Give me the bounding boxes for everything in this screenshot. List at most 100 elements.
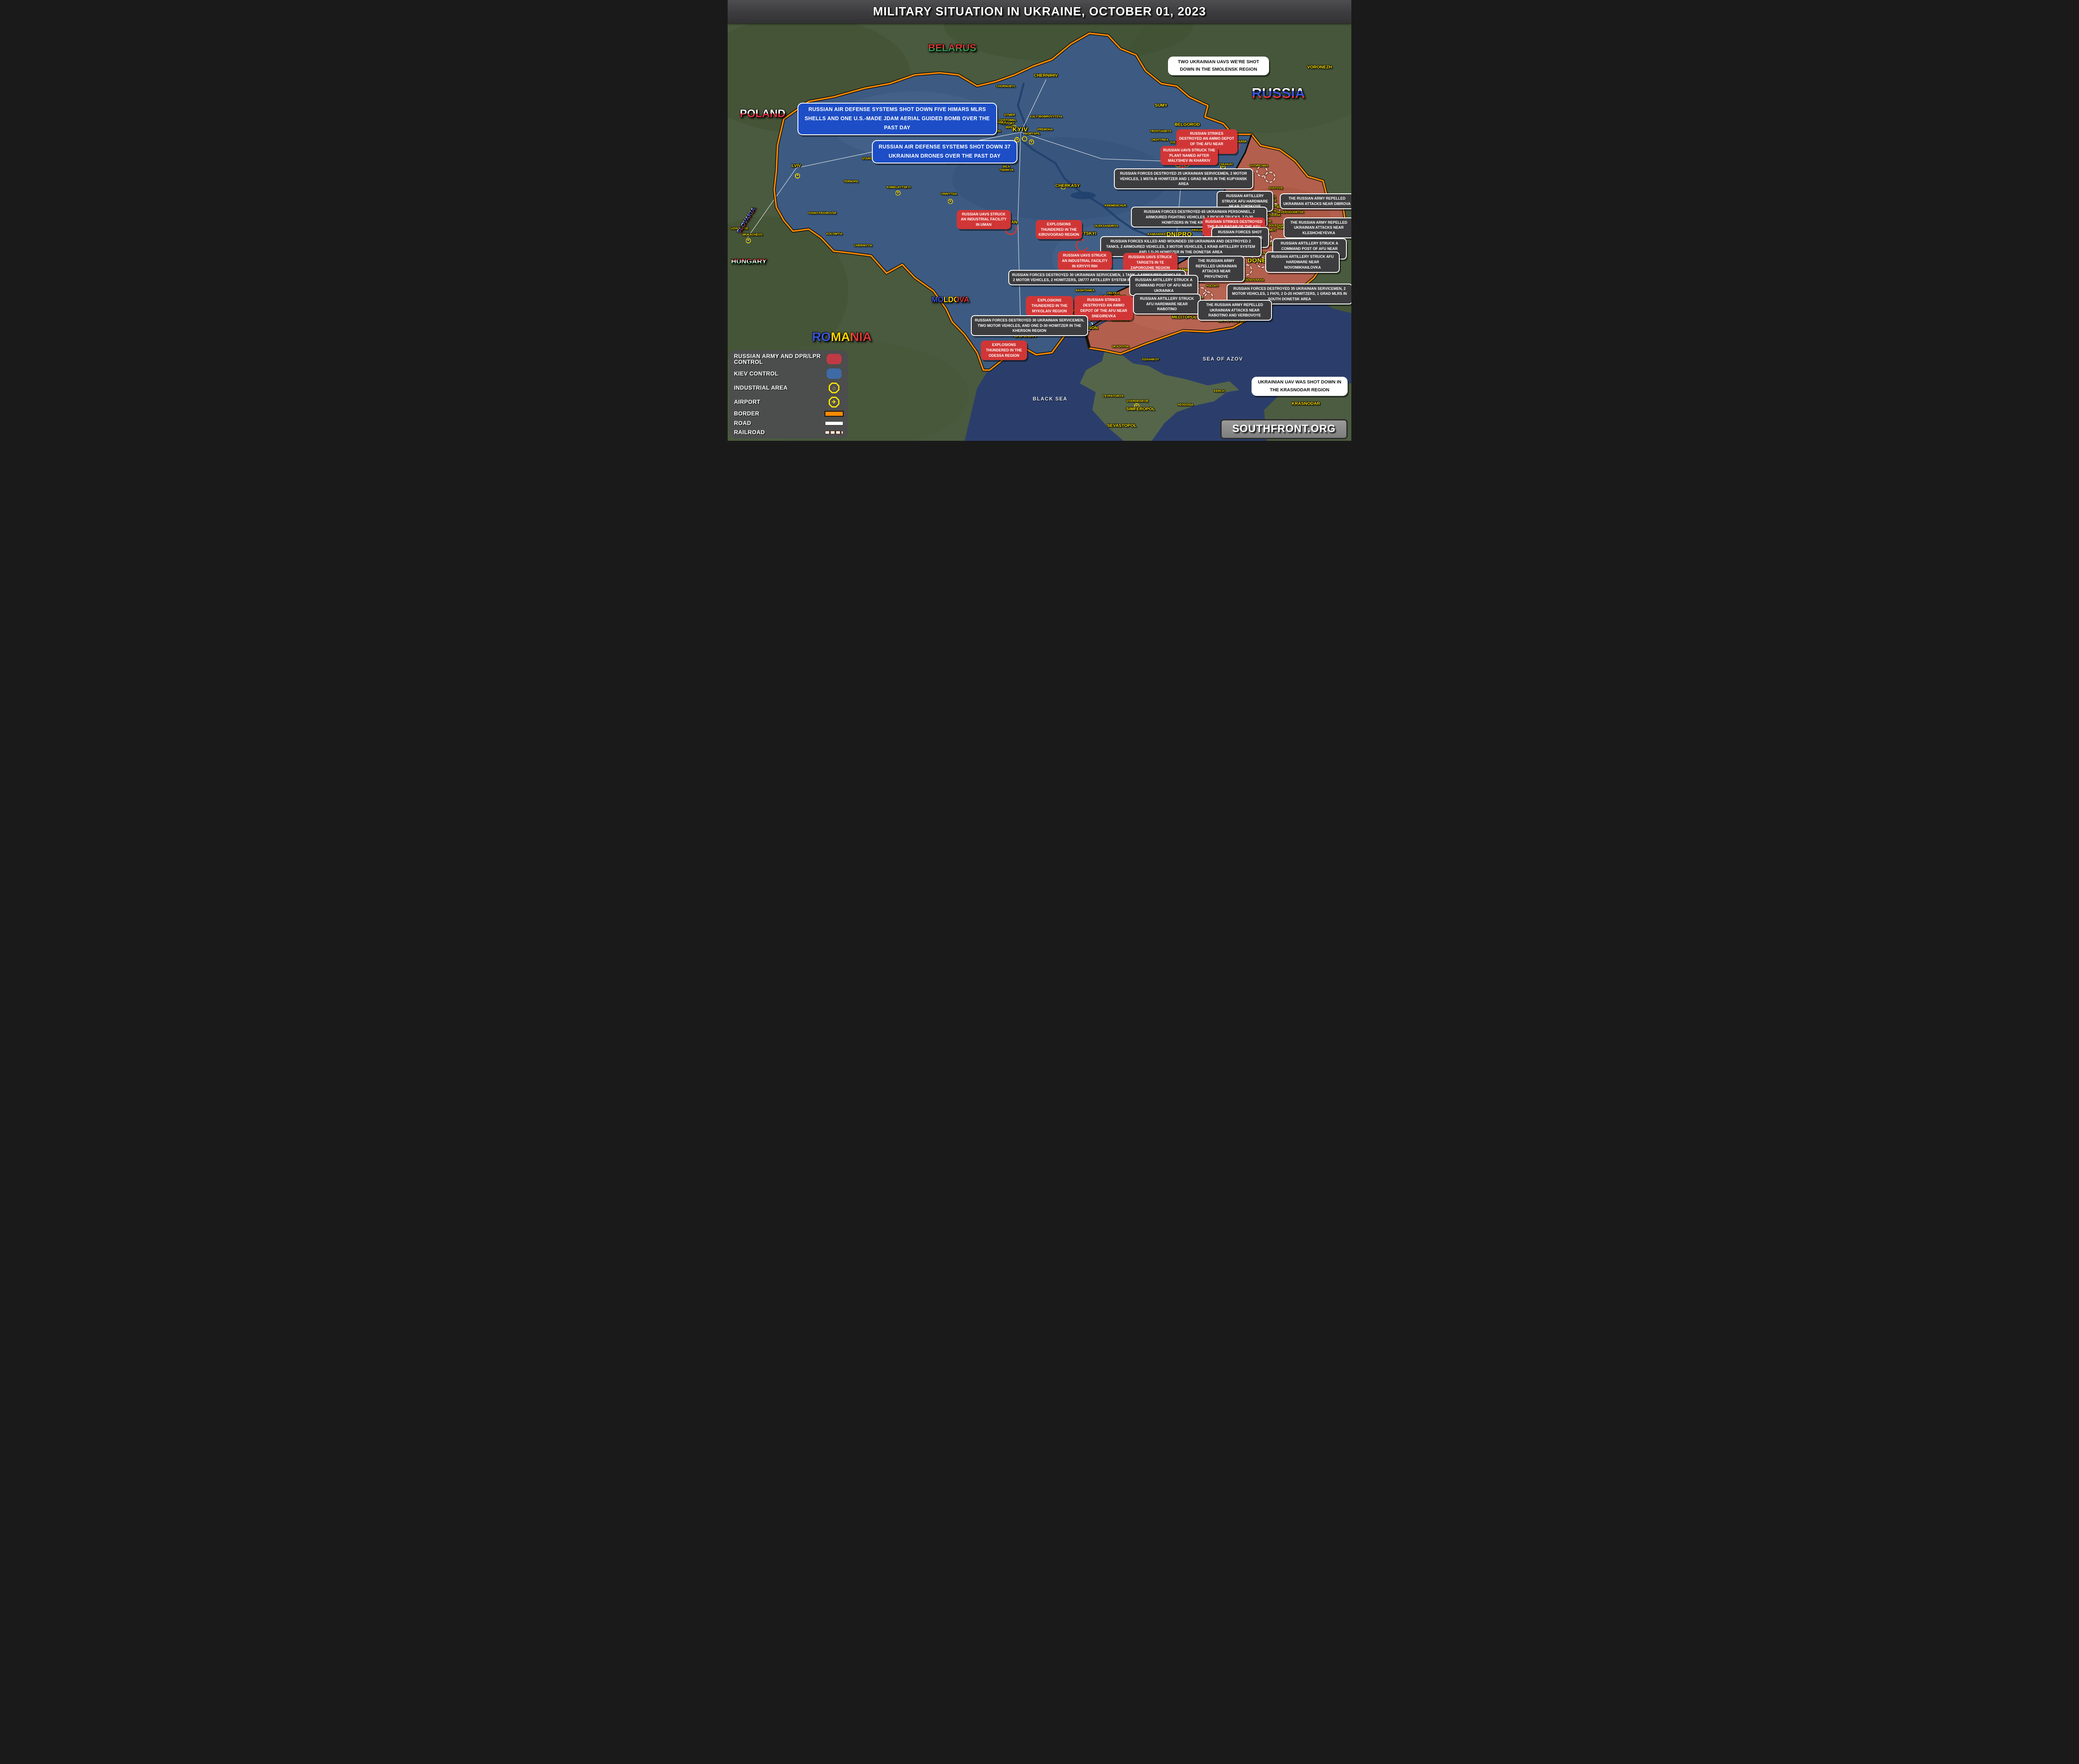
callout-kirovograd-explosions: EXPLOSIONS THUNDERED IN THE KIROVOGRAD R…: [1036, 220, 1082, 240]
callout-himars-jdam: RUSSIAN AIR DEFENSE SYSTEMS SHOT DOWN FI…: [798, 102, 997, 135]
airport-icon: ✈: [1029, 139, 1034, 145]
city-label: DZHANKOY: [1142, 357, 1159, 361]
callout-smolensk-uavs: TWO UKRAINIAN UAVS WE'RE SHOT DOWN IN TH…: [1168, 56, 1269, 76]
city-label: TERNOPIL: [843, 179, 859, 183]
city-label: LVIV: [791, 163, 801, 168]
city-label: BILA TSERKVA: [999, 165, 1014, 172]
city-label: SIMFEROPOL: [1126, 406, 1155, 412]
city-label: BOBROVYTSYA: [1039, 114, 1062, 119]
city-label: TERNY: [1271, 204, 1281, 208]
city-label: BORYSPIL: [1025, 131, 1041, 136]
city-label: VINNYTSIA: [941, 192, 957, 196]
city-label: GVARDEISKOE: [1126, 399, 1149, 403]
airport-glyph: ✈: [795, 174, 800, 178]
legend-item-label: BORDER: [734, 410, 760, 417]
callout-ukrainka-command: RUSSIAN ARTILLERY STRUCK A COMMAND POST …: [1129, 275, 1198, 296]
city-label: SUMY: [1155, 103, 1168, 109]
airport-glyph: ✈: [896, 191, 900, 195]
legend-item: RUSSIAN ARMY AND DPR/LPR CONTROL: [734, 353, 844, 365]
legend-item: KIEV CONTROL: [734, 368, 844, 379]
callout-kupyansk-25: RUSSIAN FORCES DESTROYED 25 UKRAINIAN SE…: [1114, 168, 1253, 190]
city-label: POLOHY: [1206, 284, 1219, 288]
legend-swatch: [825, 368, 844, 379]
country-label: HUNGARY: [731, 257, 767, 265]
title-bar: MILITARY SITUATION IN UKRAINE, OCTOBER 0…: [728, 0, 1351, 23]
city-label: VORONEZH: [1307, 64, 1332, 70]
city-label: KHMELNYTSKYI: [886, 185, 911, 189]
callout-odessa-explosions: EXPLOSIONS THUNDERED IN THE ODESSA REGIO…: [980, 341, 1027, 360]
sea-label: SEA OF AZOV: [1202, 356, 1243, 362]
airport-glyph: ✈: [1030, 140, 1033, 144]
legend-item-label: INDUSTRIAL AREA: [734, 384, 788, 391]
callout-krasny-liman-65: RUSSIAN FORCES DESTROYED 65 UKRAINIAN PE…: [1131, 207, 1268, 228]
clash-circle: [1264, 172, 1275, 183]
airport-glyph: ✈: [1061, 185, 1065, 189]
kiev-control-swatch: [826, 368, 842, 379]
callout-uman-industrial: RUSSIAN UAVS STRUCK AN INDUSTRIAL FACILI…: [956, 210, 1011, 229]
city-label: CHERKASY: [1055, 183, 1080, 189]
city-label: SEVERODONETSK: [1276, 210, 1304, 214]
airport-glyph: ✈: [948, 199, 952, 203]
city-label: YEVPATORIYA: [1102, 394, 1124, 398]
city-label: BASHTANKA: [1075, 288, 1095, 292]
callout-malyshev-plant: RUSSIAN UAVS STRUCK THE PLANT NAMED AFTE…: [1160, 146, 1218, 166]
callout-mykolaiv-explosions: EXPLOSIONS THUNDERED IN THE MYKOLAIV REG…: [1026, 296, 1073, 316]
city-label: KREMENCHUK: [1104, 203, 1127, 208]
airport-glyph: ✈: [1135, 404, 1139, 408]
airport-icon: ✈: [948, 199, 953, 204]
black-sea-shape: [965, 293, 1351, 441]
city-label: BERDYANSK: [1218, 318, 1245, 324]
airport-glyph: ✈: [1012, 125, 1016, 129]
airport-icon: ✈: [1134, 403, 1139, 409]
city-label: IVANO-FRANKIVSK: [808, 211, 837, 215]
red-control-swatch: [826, 354, 842, 365]
callout-rabotino-artillery: RUSSIAN ARTILLERY STRUCK AFU HARDWARE NE…: [1133, 293, 1201, 315]
city-label: IRPIN: [1005, 125, 1014, 129]
city-label: CHUHUIV: [1219, 163, 1233, 167]
city-label: GOSTOMEL AIRPORT: [999, 118, 1017, 125]
city-label: SEVASTOPOL: [1107, 423, 1137, 428]
clash-circle: [1257, 166, 1268, 177]
airport-glyph: ✈: [830, 398, 838, 406]
callout-novomikhailovka: RUSSIAN ARTILLERY STRUCK AFU HARDWARE NE…: [1265, 252, 1340, 273]
callout-kleshcheyevka-repelled: THE RUSSIAN ARMY REPELLED UKRAINIAN ATTA…: [1283, 217, 1351, 238]
city-label: VOLNOVAKHA: [1242, 278, 1264, 282]
legend-item: ROAD: [734, 420, 844, 426]
airport-glyph: ✈: [1175, 313, 1179, 317]
legend-item: RAILROAD: [734, 430, 844, 435]
city-label: DVORICHNA: [1249, 163, 1269, 168]
legend-swatch: ⌂: [825, 382, 844, 393]
legend-swatch: ✈: [825, 397, 844, 408]
country-label: BELARUS: [928, 42, 977, 54]
city-label: PREMOHA: [1037, 127, 1053, 131]
callout-dibrova: THE RUSSIAN ARMY REPELLED UKRAINIAN ATTA…: [1279, 193, 1351, 209]
city-label: GORLOVKA: [1260, 242, 1278, 246]
callout-donetsk-150: RUSSIAN FORCES KILLED AND WOUNDED 150 UK…: [1100, 236, 1262, 257]
city-label: KALYTA: [1030, 114, 1042, 119]
sea-label: BLACK SEA: [1032, 396, 1068, 402]
southfront-label: SOUTHFRONT.ORG: [1232, 423, 1336, 435]
legend-item-label: RUSSIAN ARMY AND DPR/LPR CONTROL: [734, 353, 821, 365]
legend-item-label: AIRPORT: [734, 398, 760, 405]
airport-icon: ✈: [1015, 137, 1020, 143]
city-label: KAMIANSKE: [1147, 232, 1166, 236]
legend-item-label: ROAD: [734, 420, 751, 426]
city-label: OKHTYRKA: [1151, 138, 1169, 142]
city-label: UZHHOROD: [731, 227, 748, 230]
legend-swatch: [825, 354, 844, 365]
city-label: CHERNIVTSI: [854, 244, 872, 248]
city-label: CHERNIHIV: [1034, 73, 1058, 79]
crimea-shape: [1080, 351, 1239, 441]
city-label: KRASNODAR: [1291, 401, 1320, 406]
industrial-glyph: ⌂: [1022, 137, 1027, 141]
callout-drones-37: RUSSIAN AIR DEFENSE SYSTEMS SHOT DOWN 37…: [872, 140, 1017, 163]
legend-swatch: [824, 411, 844, 417]
callout-kherson-30: RUSSIAN FORCES DESTROYED 30 UKRAINIAN SE…: [971, 315, 1088, 336]
city-label: PAVLOHRAD: [1191, 228, 1211, 232]
country-label: RUSSIA: [1252, 85, 1305, 101]
city-label: SOLEDAR: [1268, 223, 1284, 227]
legend-panel: RUSSIAN ARMY AND DPR/LPR CONTROL KIEV CON…: [730, 350, 848, 438]
city-label: MUKACHEVO: [743, 232, 763, 237]
city-label: SVATOVE: [1269, 186, 1283, 190]
callout-rabotino-verbovoye: THE RUSSIAN ARMY REPELLED UKRAINIAN ATTA…: [1197, 299, 1272, 321]
